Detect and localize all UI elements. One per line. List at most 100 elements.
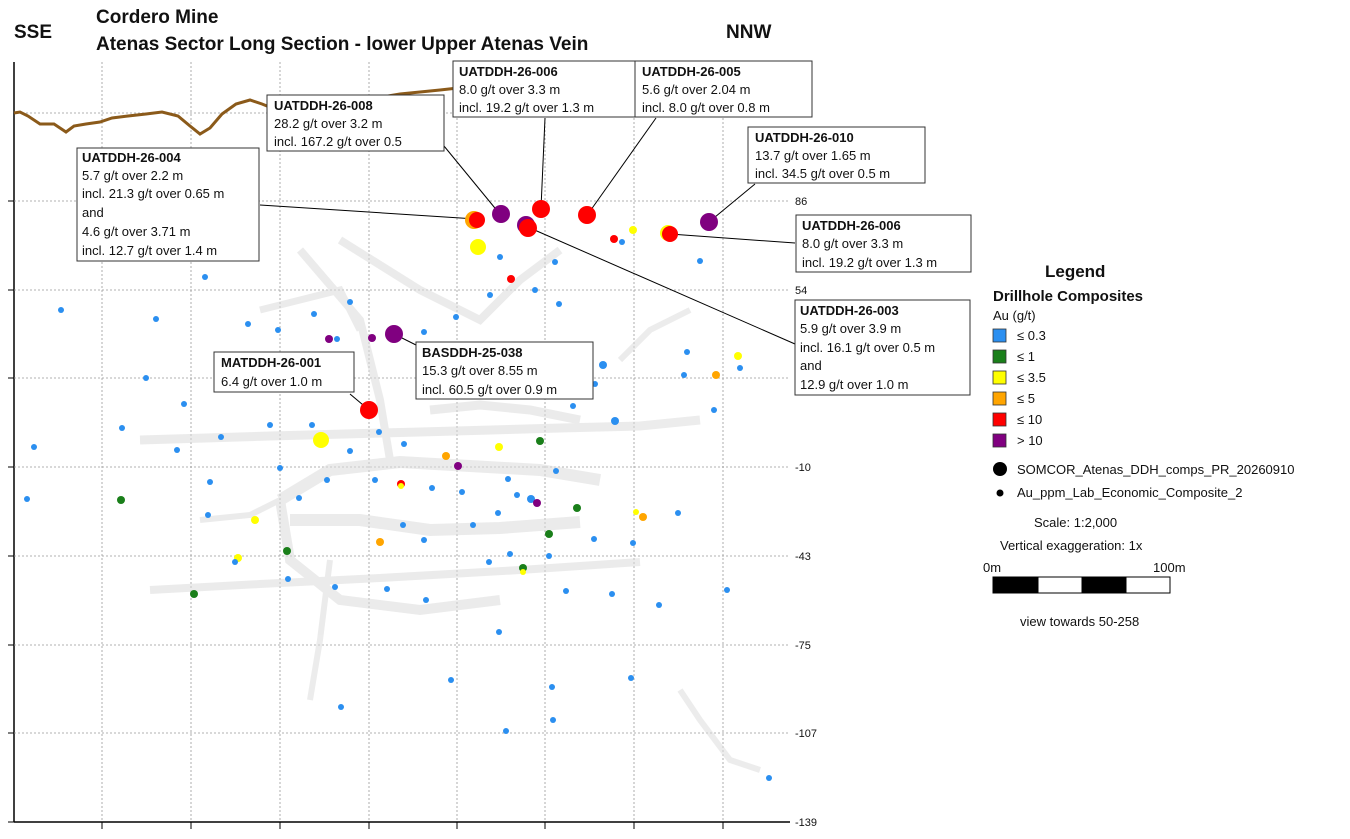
elevation-tick-label: -43 xyxy=(795,551,811,563)
callout-line: UATDDH-26-008 xyxy=(274,98,373,113)
callout-line: UATDDH-26-006 xyxy=(459,64,558,79)
map-scale: Scale: 1:2,000 xyxy=(1034,515,1117,530)
drillhole-composite-small xyxy=(711,407,717,413)
drillhole-composite-small xyxy=(628,675,634,681)
callout-line: incl. 19.2 g/t over 1.3 m xyxy=(802,255,937,270)
direction-right-label: NNW xyxy=(726,22,771,43)
callout-line: 5.7 g/t over 2.2 m xyxy=(82,168,183,183)
drillhole-composite-small xyxy=(442,452,450,460)
drillhole-composite-small xyxy=(591,536,597,542)
drillhole-composite-small xyxy=(505,476,511,482)
drillhole-composite-small xyxy=(376,429,382,435)
legend-swatch xyxy=(992,349,1007,364)
drillhole-composite-small xyxy=(507,275,515,283)
drillhole-composite-small xyxy=(570,403,576,409)
callout-line: and xyxy=(82,205,104,220)
drillhole-composite-small xyxy=(556,301,562,307)
map-subtitle: Atenas Sector Long Section - lower Upper… xyxy=(96,34,588,55)
drillhole-composite-small xyxy=(267,422,273,428)
drillhole-composite-small xyxy=(421,537,427,543)
callout-line: 15.3 g/t over 8.55 m xyxy=(422,363,538,378)
drillhole-composite-small xyxy=(202,274,208,280)
drillhole-composite-small xyxy=(453,314,459,320)
elevation-tick-label: -107 xyxy=(795,728,817,740)
callout-uatddh-26-003: UATDDH-26-003 5.9 g/t over 3.9 m incl. 1… xyxy=(794,299,971,396)
legend-class-label: ≤ 1 xyxy=(1017,349,1035,364)
drillhole-composite-small xyxy=(639,513,647,521)
callout-line: incl. 60.5 g/t over 0.9 m xyxy=(422,382,557,397)
drillhole-composite-small xyxy=(119,425,125,431)
drillhole-composite-small xyxy=(285,576,291,582)
callout-uatddh-26-004: UATDDH-26-004 5.7 g/t over 2.2 m incl. 2… xyxy=(76,147,260,262)
legend-class-label: ≤ 0.3 xyxy=(1017,328,1046,343)
drillhole-composite-small xyxy=(400,522,406,528)
elevation-tick-label: -75 xyxy=(795,640,811,652)
drillhole-composite-small xyxy=(630,540,636,546)
callout-line: incl. 8.0 g/t over 0.8 m xyxy=(642,100,770,115)
callout-line: 8.0 g/t over 3.3 m xyxy=(459,82,560,97)
drillhole-composite-small xyxy=(311,311,317,317)
drillhole-composite-small xyxy=(496,629,502,635)
legend-classes: ≤ 0.3 ≤ 1 ≤ 3.5 ≤ 5 ≤ 10 > 10 xyxy=(992,328,1046,448)
callout-line: 6.4 g/t over 1.0 m xyxy=(221,374,322,389)
drillhole-composite-small xyxy=(205,512,211,518)
callout-line: UATDDH-26-004 xyxy=(82,150,181,165)
callout-line: incl. 12.7 g/t over 1.4 m xyxy=(82,243,217,258)
drillhole-composite-small xyxy=(251,516,259,524)
drillhole-composite-small xyxy=(536,437,544,445)
drillhole-composite-small xyxy=(633,509,639,515)
drillhole-composite-small xyxy=(609,591,615,597)
drillhole-composite-small xyxy=(495,443,503,451)
callout-uatddh-26-010: UATDDH-26-010 13.7 g/t over 1.65 m incl.… xyxy=(747,126,926,184)
drillhole-composite-small xyxy=(174,447,180,453)
drillhole-composite-small xyxy=(681,372,687,378)
drillhole-composite-small xyxy=(684,349,690,355)
drillhole-composite-large xyxy=(532,200,550,218)
drillhole-composite-large xyxy=(700,213,718,231)
drillhole-composite-small xyxy=(283,547,291,555)
drillhole-composite-small xyxy=(533,499,541,507)
vertical-exaggeration: Vertical exaggeration: 1x xyxy=(1000,538,1143,553)
drillhole-composite-small xyxy=(599,361,607,369)
legend-swatch xyxy=(992,370,1007,385)
drillhole-composite-large xyxy=(662,226,678,242)
drillhole-composite-small xyxy=(58,307,64,313)
drillhole-composite-small xyxy=(712,371,720,379)
legend-title: Legend xyxy=(1045,262,1105,281)
drillhole-composite-small xyxy=(190,590,198,598)
drillhole-composite-large xyxy=(385,325,403,343)
drillhole-composite-small xyxy=(143,375,149,381)
elevation-tick-label: 86 xyxy=(795,196,807,208)
drillhole-composite-small xyxy=(470,522,476,528)
drillhole-composite-small xyxy=(553,468,559,474)
drillhole-composite-small xyxy=(376,538,384,546)
direction-left-label: SSE xyxy=(14,22,52,43)
drillhole-composite-small xyxy=(737,365,743,371)
drillhole-composite-large xyxy=(313,432,329,448)
drillhole-composite-large xyxy=(470,239,486,255)
drillhole-composite-small xyxy=(324,477,330,483)
legend-class-label: > 10 xyxy=(1017,433,1043,448)
drillhole-composite-small xyxy=(724,587,730,593)
drillhole-composites xyxy=(24,200,772,781)
drillhole-composite-small xyxy=(550,717,556,723)
drillhole-composite-small xyxy=(309,422,315,428)
callout-line: incl. 16.1 g/t over 0.5 m xyxy=(800,340,935,355)
drillhole-composite-small xyxy=(296,495,302,501)
drillhole-composite-small xyxy=(232,559,238,565)
callout-line: BASDDH-25-038 xyxy=(422,345,522,360)
elevation-tick-label: 54 xyxy=(795,285,807,297)
drillhole-composite-small xyxy=(486,559,492,565)
map-title: Cordero Mine xyxy=(96,7,218,28)
legend-symbol-large xyxy=(993,462,1007,476)
underground-workings xyxy=(139,236,761,773)
callout-uatddh-26-008: UATDDH-26-008 28.2 g/t over 3.2 m incl. … xyxy=(266,94,445,152)
scalebar xyxy=(992,576,1171,594)
drillhole-composite-small xyxy=(384,586,390,592)
drillhole-composite-small xyxy=(207,479,213,485)
callout-line: and xyxy=(800,358,822,373)
drillhole-composite-small xyxy=(277,465,283,471)
callout-line: UATDDH-26-003 xyxy=(800,303,899,318)
callout-line: 13.7 g/t over 1.65 m xyxy=(755,148,871,163)
